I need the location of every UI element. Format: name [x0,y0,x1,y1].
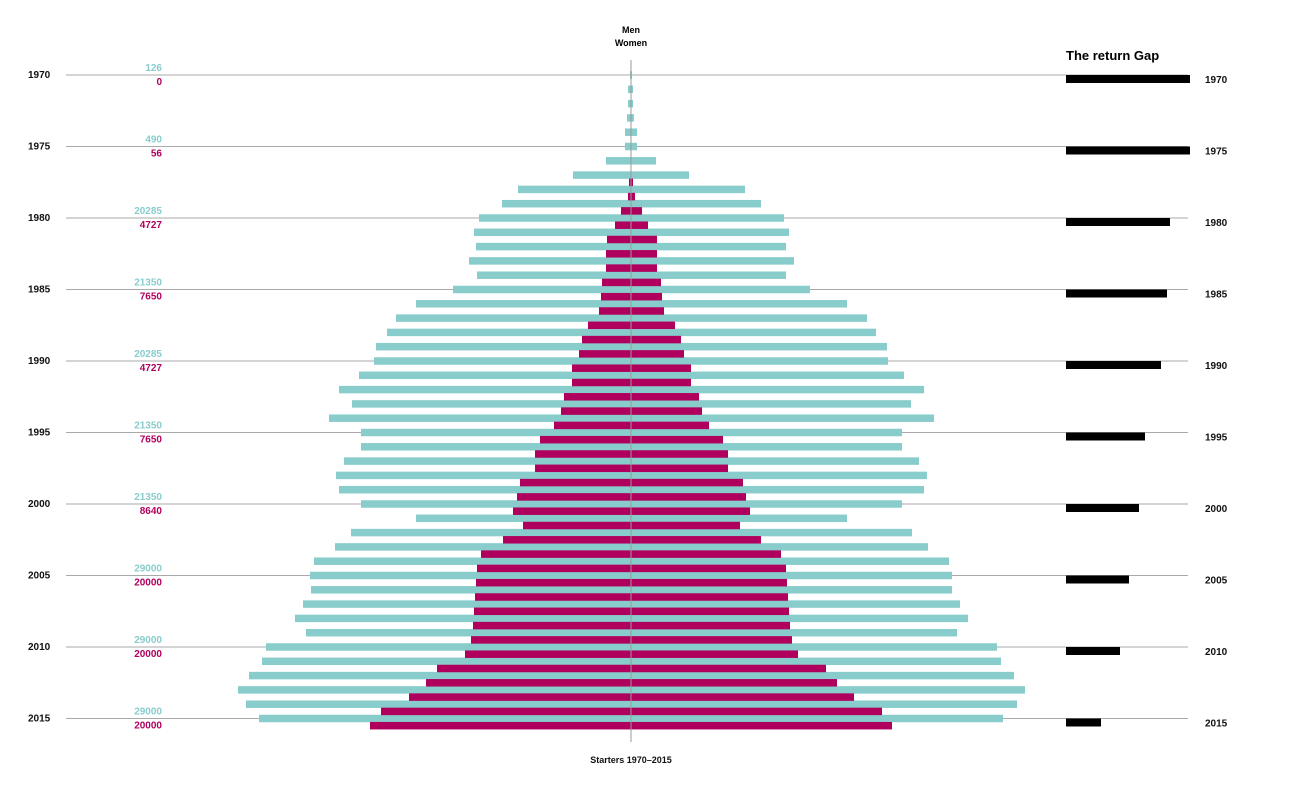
year-tick-right-1970: 1970 [1205,75,1228,86]
annotation-men-2005: 29000 [134,564,162,575]
gap-bar-1985 [1066,290,1167,298]
year-tick-right-2015: 2015 [1205,719,1228,730]
annotation-men-1970: 126 [145,63,162,74]
annotation-women-1980: 4727 [140,220,163,231]
annotation-men-1975: 490 [145,135,162,146]
annotation-men-1980: 20285 [134,206,162,217]
year-tick-right-1990: 1990 [1205,361,1228,372]
annotation-men-1990: 20285 [134,349,162,360]
year-tick-left-1985: 1985 [28,285,51,296]
annotation-women-1975: 56 [151,149,163,160]
annotation-women-2010: 20000 [134,649,162,660]
gap-title: The return Gap [1066,48,1159,63]
value-annotations: 126 0 490 56 20285 4727 21350 7650 20285 4727 2135… [134,63,162,732]
year-tick-left-2005: 2005 [28,571,51,582]
women-bar-2002 [503,536,761,544]
year-tick-right-2005: 2005 [1205,576,1228,587]
year-tick-right-1985: 1985 [1205,290,1228,301]
year-tick-right-2000: 2000 [1205,504,1228,515]
gap-bar-2015 [1066,719,1101,727]
x-axis-caption: Starters 1970–2015 [590,755,672,765]
annotation-men-2010: 29000 [134,635,162,646]
year-tick-right-1975: 1975 [1205,147,1228,158]
annotation-women-2000: 8640 [140,506,163,517]
year-tick-left-2000: 2000 [28,499,51,510]
year-tick-left-1975: 1975 [28,142,51,153]
gap-bar-1980 [1066,218,1170,226]
annotation-men-2015: 29000 [134,707,162,718]
annotation-women-2015: 20000 [134,721,162,732]
annotation-women-1970: 0 [156,77,162,88]
year-tick-right-1995: 1995 [1205,433,1228,444]
return-gap-bars [1066,75,1190,727]
annotation-women-1990: 4727 [140,363,163,374]
gap-bar-1975 [1066,147,1190,155]
annotation-men-1985: 21350 [134,278,162,289]
gap-bar-1995 [1066,433,1145,441]
gap-bar-1970 [1066,75,1190,83]
gap-bar-1990 [1066,361,1161,369]
year-tick-left-1970: 1970 [28,70,51,81]
gap-bar-2010 [1066,647,1120,655]
year-tick-left-2010: 2010 [28,642,51,653]
gap-bar-2000 [1066,504,1139,512]
annotation-women-1985: 7650 [140,292,163,303]
year-tick-right-1980: 1980 [1205,218,1228,229]
year-tick-left-1990: 1990 [28,356,51,367]
legend-women: Women [615,38,647,48]
annotation-women-1995: 7650 [140,435,163,446]
year-tick-left-2015: 2015 [28,714,51,725]
gap-bar-2005 [1066,576,1129,584]
year-tick-left-1980: 1980 [28,213,51,224]
annotation-men-1995: 21350 [134,421,162,432]
annotation-men-2000: 21350 [134,492,162,503]
annotation-women-2005: 20000 [134,578,162,589]
women-bar-1981 [607,236,657,244]
year-tick-left-1995: 1995 [28,428,51,439]
year-tick-right-2010: 2010 [1205,647,1228,658]
legend-men: Men [622,25,640,35]
